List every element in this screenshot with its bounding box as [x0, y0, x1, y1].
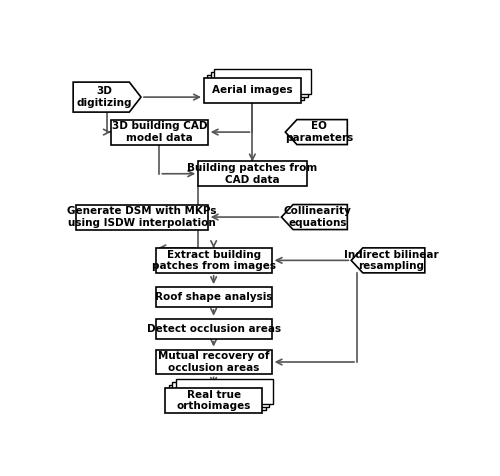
- Polygon shape: [73, 82, 141, 112]
- FancyBboxPatch shape: [208, 75, 304, 100]
- Text: 3D
digitizing: 3D digitizing: [76, 86, 132, 108]
- Text: Detect occlusion areas: Detect occlusion areas: [146, 324, 280, 334]
- Text: EO
parameters: EO parameters: [285, 121, 354, 143]
- FancyBboxPatch shape: [204, 78, 301, 103]
- FancyBboxPatch shape: [156, 349, 272, 375]
- Text: 3D building CAD
model data: 3D building CAD model data: [112, 121, 207, 143]
- FancyBboxPatch shape: [172, 382, 269, 407]
- Text: Indirect bilinear
resampling: Indirect bilinear resampling: [344, 249, 438, 271]
- FancyBboxPatch shape: [198, 161, 306, 186]
- Text: Real true
orthoimages: Real true orthoimages: [176, 389, 251, 411]
- Text: Collinearity
equations: Collinearity equations: [284, 206, 351, 228]
- FancyBboxPatch shape: [111, 119, 208, 145]
- FancyBboxPatch shape: [168, 385, 266, 410]
- Text: Roof shape analysis: Roof shape analysis: [155, 292, 272, 302]
- Polygon shape: [286, 119, 348, 145]
- FancyBboxPatch shape: [211, 72, 308, 97]
- Text: Generate DSM with MKPs
using ISDW interpolation: Generate DSM with MKPs using ISDW interp…: [67, 206, 216, 228]
- Text: Aerial images: Aerial images: [212, 85, 292, 96]
- FancyBboxPatch shape: [156, 287, 272, 307]
- Text: Mutual recovery of
occlusion areas: Mutual recovery of occlusion areas: [158, 351, 270, 373]
- FancyBboxPatch shape: [76, 205, 208, 229]
- FancyBboxPatch shape: [156, 248, 272, 273]
- Text: Building patches from
CAD data: Building patches from CAD data: [187, 163, 318, 185]
- FancyBboxPatch shape: [214, 69, 312, 94]
- Polygon shape: [282, 205, 348, 229]
- Polygon shape: [351, 248, 425, 273]
- Text: Extract building
patches from images: Extract building patches from images: [152, 249, 276, 271]
- FancyBboxPatch shape: [165, 388, 262, 413]
- FancyBboxPatch shape: [156, 319, 272, 339]
- FancyBboxPatch shape: [176, 379, 272, 404]
